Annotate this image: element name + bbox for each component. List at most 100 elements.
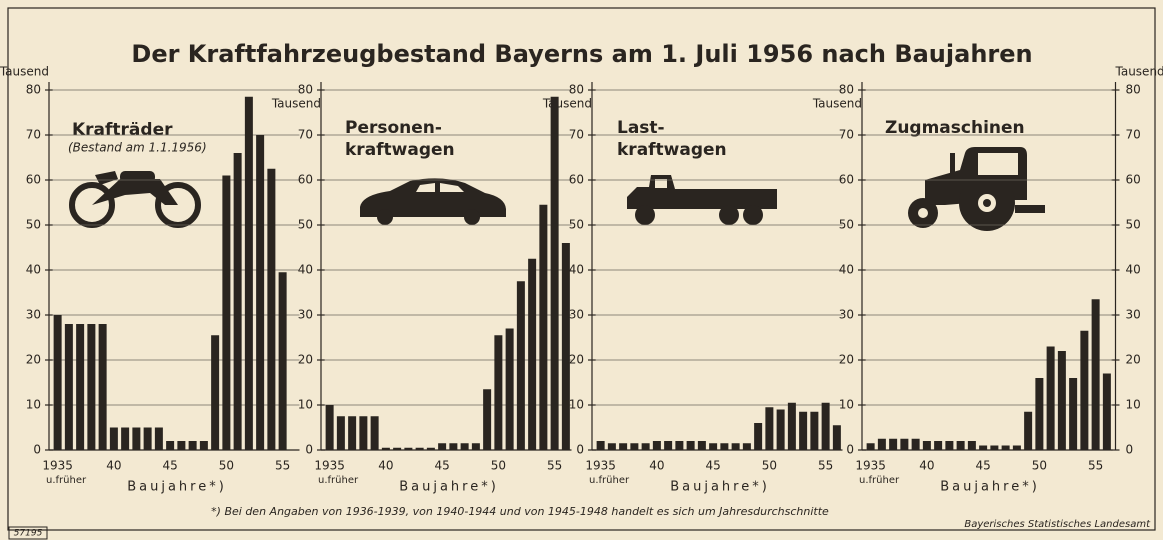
- bar: [697, 441, 706, 450]
- bar: [561, 243, 570, 450]
- y-axis-label: Tausend: [271, 97, 321, 111]
- panel-title: Krafträder: [72, 120, 173, 140]
- y-axis-label: Tausend: [542, 97, 592, 111]
- y-tick-label: 60: [298, 173, 313, 187]
- y-tick-label: 10: [839, 398, 854, 412]
- bar: [528, 258, 537, 450]
- bar: [754, 423, 763, 450]
- y-tick-label: 0: [576, 443, 584, 457]
- y-tick-label: 80: [26, 83, 41, 97]
- footnote: *) Bei den Angaben von 1936-1939, von 19…: [211, 505, 829, 518]
- bar: [832, 425, 841, 450]
- bar: [765, 407, 774, 450]
- bar: [1012, 445, 1021, 450]
- bar: [877, 438, 886, 450]
- bar: [64, 324, 73, 450]
- x-tick-label: 45: [705, 459, 720, 473]
- bar: [393, 447, 402, 450]
- bar: [1102, 373, 1111, 450]
- bar: [652, 441, 661, 450]
- y-tick-label: 0: [1126, 443, 1134, 457]
- y-axis-label: Tausend: [0, 65, 49, 79]
- bar: [539, 204, 548, 450]
- y-tick-label: 10: [569, 398, 584, 412]
- y-tick-label: 20: [569, 353, 584, 367]
- bar: [1001, 445, 1010, 450]
- bar: [132, 427, 141, 450]
- truck-icon: [627, 175, 777, 225]
- bar: [516, 281, 525, 450]
- bar: [810, 411, 819, 450]
- y-tick-label: 80: [298, 83, 313, 97]
- bar: [359, 416, 368, 450]
- bar: [776, 409, 785, 450]
- x-tick-label: 55: [818, 459, 833, 473]
- bar: [1080, 330, 1089, 450]
- figure-number-box: [8, 526, 48, 540]
- bar: [889, 438, 898, 450]
- bar: [979, 445, 988, 450]
- x-tick-label: 40: [919, 459, 934, 473]
- bar: [550, 96, 559, 450]
- y-tick-label: 10: [1126, 398, 1141, 412]
- panel-subtitle: (Bestand am 1.1.1956): [68, 141, 207, 155]
- bar: [199, 441, 208, 450]
- y-tick-label: 80: [839, 83, 854, 97]
- bar: [664, 441, 673, 450]
- bar: [256, 135, 265, 450]
- bar: [709, 443, 718, 450]
- y-tick-label: 80: [569, 83, 584, 97]
- y-tick-label: 70: [839, 128, 854, 142]
- y-tick-label: 0: [305, 443, 313, 457]
- bar: [1024, 411, 1033, 450]
- x-tick-label: 50: [1032, 459, 1047, 473]
- y-tick-label: 10: [298, 398, 313, 412]
- bar: [619, 443, 628, 450]
- y-tick-label: 60: [569, 173, 584, 187]
- bar: [143, 427, 152, 450]
- tractor-icon: [908, 147, 1045, 231]
- y-tick-label: 30: [839, 308, 854, 322]
- y-tick-label: 70: [569, 128, 584, 142]
- bar: [460, 443, 469, 450]
- y-tick-label: 40: [298, 263, 313, 277]
- bar: [211, 335, 220, 450]
- bar: [98, 324, 107, 450]
- y-tick-label: 0: [33, 443, 41, 457]
- x-tick-label: 50: [219, 459, 234, 473]
- x-tick-label: 1935: [585, 459, 616, 473]
- y-axis-label: Tausend: [812, 97, 862, 111]
- x-tick-label: 40: [378, 459, 393, 473]
- x-tick-label: 1935: [855, 459, 886, 473]
- category-note: u.früher: [318, 475, 359, 486]
- bar: [1069, 378, 1078, 450]
- bar: [675, 441, 684, 450]
- chart-title: Der Kraftfahrzeugbestand Bayerns am 1. J…: [131, 40, 1032, 68]
- bar: [686, 441, 695, 450]
- bar: [967, 441, 976, 450]
- category-note: u.früher: [859, 475, 900, 486]
- bar: [449, 443, 458, 450]
- y-tick-label: 50: [569, 218, 584, 232]
- x-axis-label: Baujahre*): [670, 480, 770, 495]
- bar: [956, 441, 965, 450]
- figure-number: 57195: [14, 529, 43, 539]
- y-tick-label: 70: [1126, 128, 1141, 142]
- x-tick-label: 55: [275, 459, 290, 473]
- bar: [244, 96, 253, 450]
- x-tick-label: 50: [762, 459, 777, 473]
- y-tick-label: 40: [1126, 263, 1141, 277]
- y-tick-label: 50: [1126, 218, 1141, 232]
- x-tick-label: 50: [491, 459, 506, 473]
- panel-title: kraftwagen: [617, 140, 727, 160]
- y-tick-label: 20: [839, 353, 854, 367]
- bar: [471, 443, 480, 450]
- bar: [154, 427, 163, 450]
- y-tick-label: 0: [846, 443, 854, 457]
- bar: [821, 402, 830, 450]
- bar: [222, 175, 231, 450]
- car-icon: [360, 178, 506, 225]
- x-tick-label: 40: [106, 459, 121, 473]
- bar: [233, 153, 242, 450]
- bar: [1057, 351, 1066, 450]
